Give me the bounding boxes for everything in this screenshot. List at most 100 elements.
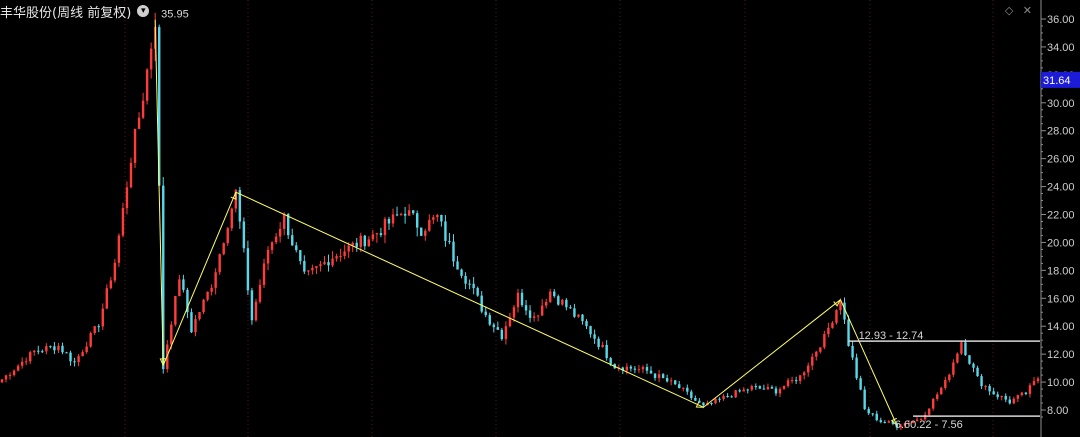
current-price-label: 31.64 [1043, 75, 1071, 87]
candle-body [823, 334, 826, 348]
candle-body [581, 314, 584, 322]
candle-body [375, 233, 379, 235]
candle-body [923, 414, 927, 420]
candle-body [428, 219, 431, 231]
candle-body [444, 221, 447, 241]
candle-body [77, 356, 80, 362]
arrow-head [890, 417, 898, 426]
candle-body [262, 263, 266, 285]
candle-body [589, 326, 592, 335]
candle-body [1000, 395, 1003, 398]
candle-body [194, 319, 197, 333]
diamond-icon[interactable]: ◇ [1004, 4, 1014, 17]
candle-body [766, 386, 770, 390]
candle-body [415, 213, 419, 228]
candle-body [162, 185, 165, 370]
candle-body [899, 425, 903, 428]
candle-body [569, 307, 572, 309]
candle-body [815, 351, 818, 357]
candle-body [512, 307, 516, 318]
candle-body [726, 396, 729, 398]
candle-body [774, 388, 778, 394]
candle-body [460, 269, 463, 276]
candle-body [299, 250, 302, 261]
candle-body [16, 365, 20, 371]
candle-body [702, 402, 705, 406]
candle-body [682, 387, 685, 389]
candle-body [105, 288, 109, 309]
candle-body [371, 234, 375, 240]
axis-tick-label: 14.00 [1047, 321, 1075, 333]
candle-body [411, 210, 415, 214]
candle-body [605, 344, 608, 359]
candle-body [73, 361, 76, 363]
candle-body [335, 256, 338, 259]
candle-body [1008, 399, 1011, 404]
candle-body [448, 240, 451, 242]
candle-body [802, 372, 806, 376]
candle-body [690, 391, 693, 398]
candle-body [488, 315, 491, 325]
candle-body [327, 262, 330, 266]
candle-body [343, 251, 346, 256]
candle-body [379, 233, 383, 236]
candle-body [927, 408, 931, 415]
candle-body [1024, 392, 1028, 394]
candle-body [367, 239, 371, 247]
close-icon[interactable]: ✕ [1022, 4, 1032, 17]
candle-body [968, 355, 971, 364]
candle-body [557, 296, 560, 305]
candle-body [331, 258, 334, 266]
candle-body [472, 283, 475, 289]
candle-body [851, 345, 854, 358]
candle-body [629, 366, 633, 369]
candle-body [226, 228, 229, 244]
candle-body [686, 387, 689, 392]
candle-body [867, 409, 870, 414]
candle-body [218, 254, 221, 273]
axis-tick-label: 20.00 [1047, 237, 1075, 249]
axis-tick-label: 28.00 [1047, 126, 1075, 138]
candle-body [722, 396, 725, 399]
candle-body [625, 366, 629, 371]
candle-body [278, 228, 282, 237]
candle-body [790, 380, 794, 382]
candle-body [811, 356, 814, 366]
annotation-label: 35.95 [161, 9, 189, 21]
axis-tick-label: 24.00 [1047, 182, 1075, 194]
candle-body [621, 367, 625, 371]
price-axis: 36.0034.0032.0030.0028.0026.0024.0022.00… [1040, 0, 1080, 437]
candle-body [41, 351, 44, 353]
candle-body [976, 367, 979, 377]
candle-body [653, 373, 657, 378]
candle-body [97, 326, 100, 328]
candle-body [496, 327, 500, 330]
candle-body [988, 385, 991, 392]
candle-body [750, 386, 753, 390]
candle-body [315, 266, 318, 268]
current-price-tag [1041, 71, 1080, 88]
candle-body [508, 317, 512, 327]
candle-body [202, 299, 205, 313]
candle-body [391, 214, 395, 224]
candle-body [303, 260, 306, 272]
candle-body [996, 394, 999, 398]
candle-body [645, 367, 649, 371]
candle-body [936, 394, 939, 399]
chevron-down-icon[interactable]: ▾ [137, 5, 150, 17]
candle-body [407, 210, 411, 216]
candle-body [960, 342, 963, 354]
candle-body [117, 235, 121, 263]
price-levels [848, 340, 1040, 417]
candle-body [452, 241, 455, 262]
candle-body [93, 326, 96, 333]
candle-body [948, 374, 951, 381]
candle-body [24, 361, 28, 363]
candle-body [432, 217, 435, 220]
candle-body [33, 350, 36, 353]
candle-body [585, 321, 588, 327]
candle-body [307, 270, 310, 272]
candle-body [282, 213, 286, 229]
candle-body [1016, 395, 1020, 399]
